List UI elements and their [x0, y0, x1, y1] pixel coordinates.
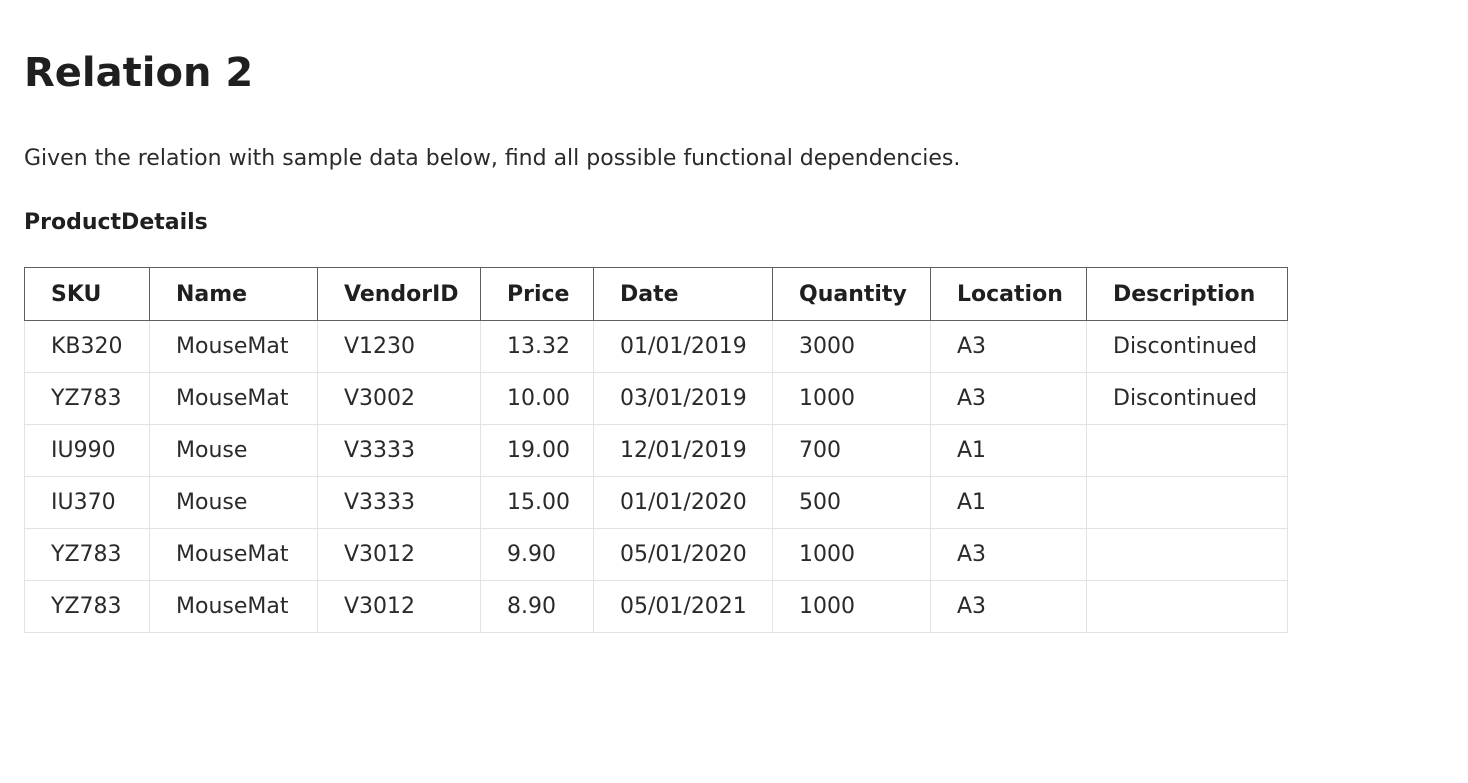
table-cell: Discontinued	[1086, 320, 1288, 373]
product-details-table: SKU Name VendorID Price Date Quantity Lo…	[24, 267, 1288, 633]
column-header-quantity: Quantity	[772, 267, 931, 321]
table-cell: A3	[930, 320, 1087, 373]
table-cell	[1086, 424, 1288, 477]
table-cell: MouseMat	[149, 320, 318, 373]
column-header-price: Price	[480, 267, 594, 321]
table-cell: MouseMat	[149, 528, 318, 581]
table-cell: KB320	[24, 320, 150, 373]
table-row: KB320 MouseMat V1230 13.32 01/01/2019 30…	[24, 320, 1288, 373]
table-cell: V3012	[317, 528, 481, 581]
table-cell: A1	[930, 424, 1087, 477]
table-cell	[1086, 476, 1288, 529]
table-cell: 05/01/2020	[593, 528, 773, 581]
table-cell: 19.00	[480, 424, 594, 477]
table-cell: 05/01/2021	[593, 580, 773, 633]
table-cell: YZ783	[24, 372, 150, 425]
table-cell: V3333	[317, 424, 481, 477]
table-cell: IU370	[24, 476, 150, 529]
intro-text: Given the relation with sample data belo…	[24, 146, 961, 171]
table-cell: 9.90	[480, 528, 594, 581]
table-cell: 10.00	[480, 372, 594, 425]
table-cell: 1000	[772, 372, 931, 425]
column-header-description: Description	[1086, 267, 1288, 321]
table-cell: 1000	[772, 528, 931, 581]
table-cell: MouseMat	[149, 580, 318, 633]
table-cell	[1086, 580, 1288, 633]
table-caption: ProductDetails	[24, 210, 208, 235]
table-cell: 500	[772, 476, 931, 529]
table-cell: V3333	[317, 476, 481, 529]
table-cell: 01/01/2019	[593, 320, 773, 373]
table-cell: V3002	[317, 372, 481, 425]
table-row: IU370 Mouse V3333 15.00 01/01/2020 500 A…	[24, 476, 1288, 529]
table-cell: MouseMat	[149, 372, 318, 425]
table-cell: Mouse	[149, 476, 318, 529]
column-header-sku: SKU	[24, 267, 150, 321]
table-cell: YZ783	[24, 528, 150, 581]
table-cell: IU990	[24, 424, 150, 477]
table-cell: 700	[772, 424, 931, 477]
column-header-date: Date	[593, 267, 773, 321]
table-row: YZ783 MouseMat V3012 9.90 05/01/2020 100…	[24, 528, 1288, 581]
table-cell: V3012	[317, 580, 481, 633]
table-cell	[1086, 528, 1288, 581]
page-title: Relation 2	[24, 50, 254, 96]
column-header-vendorid: VendorID	[317, 267, 481, 321]
table-header-row: SKU Name VendorID Price Date Quantity Lo…	[24, 267, 1288, 321]
table-cell: 01/01/2020	[593, 476, 773, 529]
table-cell: 15.00	[480, 476, 594, 529]
table-cell: Mouse	[149, 424, 318, 477]
table-cell: YZ783	[24, 580, 150, 633]
table-cell: 12/01/2019	[593, 424, 773, 477]
table-row: YZ783 MouseMat V3002 10.00 03/01/2019 10…	[24, 372, 1288, 425]
table-cell: Discontinued	[1086, 372, 1288, 425]
table-cell: 03/01/2019	[593, 372, 773, 425]
table-cell: A3	[930, 372, 1087, 425]
table-cell: A1	[930, 476, 1087, 529]
table-cell: 13.32	[480, 320, 594, 373]
column-header-location: Location	[930, 267, 1087, 321]
table-cell: 8.90	[480, 580, 594, 633]
table-cell: 1000	[772, 580, 931, 633]
table-cell: A3	[930, 528, 1087, 581]
table-cell: 3000	[772, 320, 931, 373]
column-header-name: Name	[149, 267, 318, 321]
table-cell: V1230	[317, 320, 481, 373]
table-row: YZ783 MouseMat V3012 8.90 05/01/2021 100…	[24, 580, 1288, 633]
table-row: IU990 Mouse V3333 19.00 12/01/2019 700 A…	[24, 424, 1288, 477]
table-cell: A3	[930, 580, 1087, 633]
